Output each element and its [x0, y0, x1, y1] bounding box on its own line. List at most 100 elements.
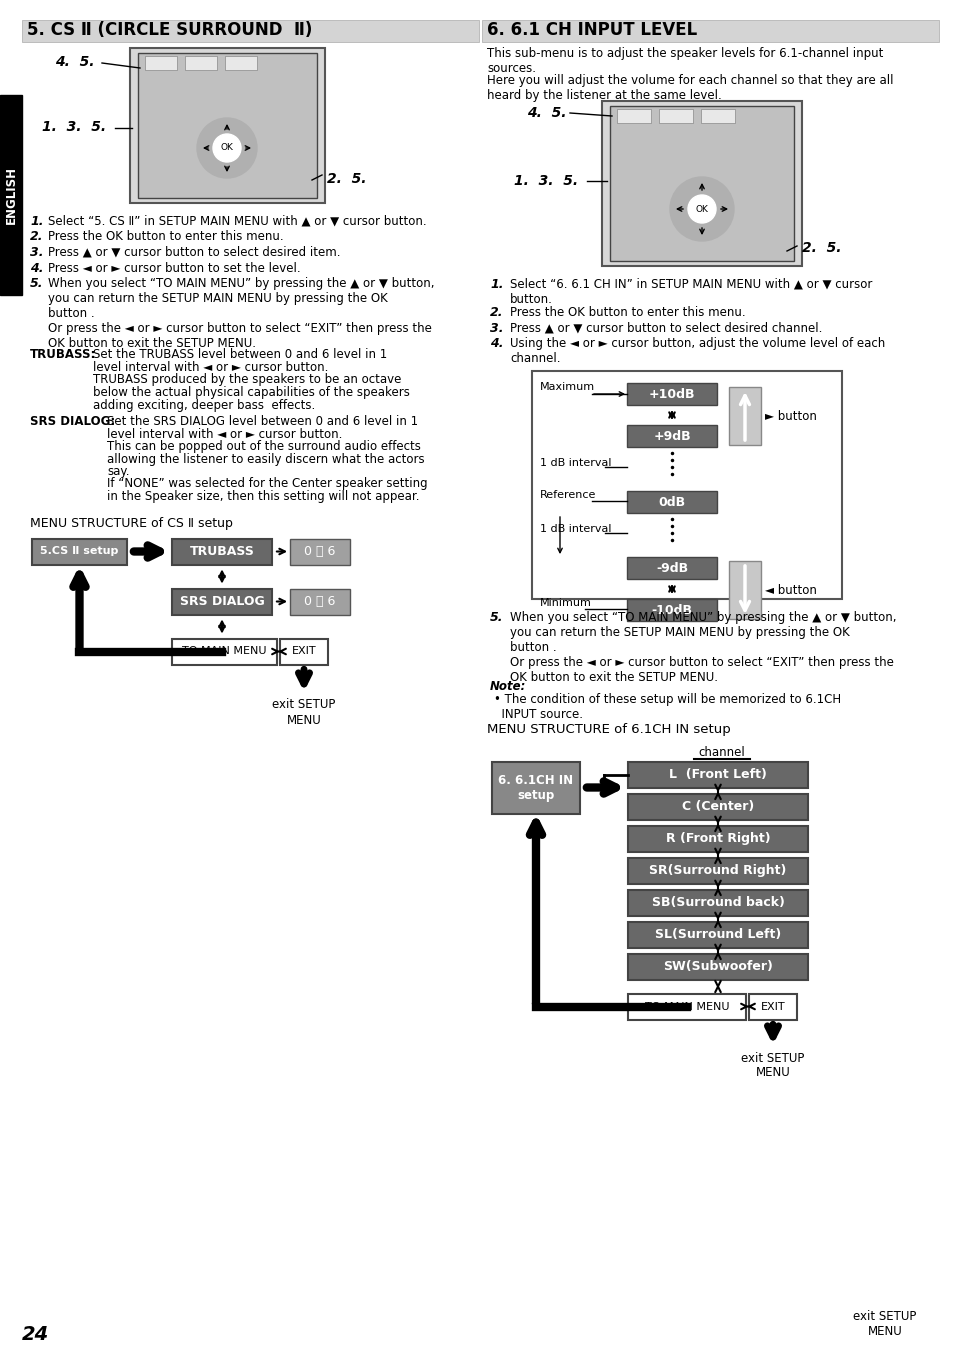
Bar — [728, 386, 760, 444]
Text: EXIT: EXIT — [292, 647, 316, 657]
Bar — [627, 825, 807, 851]
Bar — [481, 20, 938, 42]
Bar — [748, 993, 796, 1020]
Text: OK: OK — [220, 143, 233, 153]
Text: 1.  3.  5.: 1. 3. 5. — [42, 120, 106, 134]
Text: SW(Subwoofer): SW(Subwoofer) — [662, 961, 772, 973]
Text: ► button: ► button — [764, 409, 816, 423]
Text: 0 ～ 6: 0 ～ 6 — [304, 544, 335, 558]
Text: 2.: 2. — [30, 231, 44, 243]
Text: 6. 6.1 CH INPUT LEVEL: 6. 6.1 CH INPUT LEVEL — [486, 22, 697, 39]
Text: MENU STRUCTURE of 6.1CH IN setup: MENU STRUCTURE of 6.1CH IN setup — [486, 724, 730, 736]
Text: TO MAIN MENU: TO MAIN MENU — [644, 1001, 728, 1012]
Text: 5. CS Ⅱ (CIRCLE SURROUND  Ⅱ): 5. CS Ⅱ (CIRCLE SURROUND Ⅱ) — [27, 22, 312, 39]
Text: in the Speaker size, then this setting will not appear.: in the Speaker size, then this setting w… — [107, 490, 419, 503]
Text: 4.: 4. — [490, 336, 503, 350]
Circle shape — [687, 195, 716, 223]
Text: This can be popped out of the surround audio effects: This can be popped out of the surround a… — [107, 440, 420, 453]
Bar — [627, 993, 745, 1020]
Bar — [627, 793, 807, 820]
Bar — [627, 858, 807, 884]
Text: 5.: 5. — [30, 277, 44, 290]
Text: If “NONE” was selected for the Center speaker setting: If “NONE” was selected for the Center sp… — [107, 477, 427, 490]
Text: Maximum: Maximum — [539, 382, 595, 392]
Bar — [627, 921, 807, 947]
Bar — [617, 109, 650, 123]
Bar — [280, 639, 328, 665]
Text: -9dB: -9dB — [656, 562, 687, 574]
Text: 6. 6.1CH IN
setup: 6. 6.1CH IN setup — [497, 774, 573, 801]
Bar — [609, 105, 793, 261]
Text: Press the OK button to enter this menu.: Press the OK button to enter this menu. — [510, 305, 745, 319]
Bar — [22, 20, 478, 42]
Text: Press ▲ or ▼ cursor button to select desired item.: Press ▲ or ▼ cursor button to select des… — [48, 246, 340, 259]
Circle shape — [196, 118, 256, 178]
Bar — [185, 55, 216, 70]
Bar — [172, 589, 272, 615]
Text: 24: 24 — [22, 1325, 50, 1344]
Text: exit SETUP
MENU: exit SETUP MENU — [740, 1051, 803, 1079]
Text: C (Center): C (Center) — [681, 800, 753, 813]
Text: 0 ～ 6: 0 ～ 6 — [304, 594, 335, 608]
Text: ENGLISH: ENGLISH — [5, 166, 17, 224]
Bar — [626, 490, 717, 513]
Bar — [627, 889, 807, 916]
Text: L  (Front Left): L (Front Left) — [668, 767, 766, 781]
Text: This sub-menu is to adjust the speaker levels for 6.1-channel input
sources.: This sub-menu is to adjust the speaker l… — [486, 47, 882, 76]
Text: 0dB: 0dB — [658, 496, 685, 508]
Text: 4.  5.: 4. 5. — [55, 55, 94, 69]
Text: 4.  5.: 4. 5. — [526, 105, 566, 120]
Bar — [492, 762, 579, 813]
Text: channel: channel — [698, 746, 744, 758]
Text: • The condition of these setup will be memorized to 6.1CH
  INPUT source.: • The condition of these setup will be m… — [494, 693, 841, 721]
Text: TRUBASS: TRUBASS — [190, 544, 254, 558]
Text: 3.: 3. — [490, 322, 503, 335]
Text: allowing the listener to easily discern what the actors: allowing the listener to easily discern … — [107, 453, 424, 466]
Text: Note:: Note: — [490, 680, 526, 693]
Text: R (Front Right): R (Front Right) — [665, 832, 769, 844]
Bar — [225, 55, 256, 70]
Text: 1.  3.  5.: 1. 3. 5. — [514, 174, 578, 188]
Text: Here you will adjust the volume for each channel so that they are all
heard by t: Here you will adjust the volume for each… — [486, 74, 893, 101]
Text: 5.CS Ⅱ setup: 5.CS Ⅱ setup — [40, 547, 118, 557]
Text: adding exciting, deeper bass  effects.: adding exciting, deeper bass effects. — [92, 399, 314, 412]
Text: 1.: 1. — [30, 215, 44, 228]
Bar — [532, 372, 841, 598]
Text: 2.  5.: 2. 5. — [801, 240, 841, 255]
Text: TRUBASS produced by the speakers to be an octave: TRUBASS produced by the speakers to be a… — [92, 373, 401, 386]
Text: When you select “TO MAIN MENU” by pressing the ▲ or ▼ button,
you can return the: When you select “TO MAIN MENU” by pressi… — [48, 277, 434, 350]
Bar — [728, 561, 760, 619]
Bar — [130, 49, 325, 203]
Text: -10dB: -10dB — [651, 604, 692, 616]
Text: TO MAIN MENU: TO MAIN MENU — [182, 647, 267, 657]
Text: SRS DIALOG:: SRS DIALOG: — [30, 415, 115, 428]
Text: 1 dB interval: 1 dB interval — [539, 524, 611, 534]
Text: 1 dB interval: 1 dB interval — [539, 458, 611, 467]
Text: SL(Surround Left): SL(Surround Left) — [654, 928, 781, 942]
Text: +10dB: +10dB — [648, 388, 695, 400]
Text: 4.: 4. — [30, 262, 44, 274]
Text: Select “6. 6.1 CH IN” in SETUP MAIN MENU with ▲ or ▼ cursor
button.: Select “6. 6.1 CH IN” in SETUP MAIN MENU… — [510, 278, 871, 305]
Text: 2.  5.: 2. 5. — [327, 172, 366, 186]
Bar — [626, 598, 717, 621]
Bar — [0, 95, 22, 295]
Text: SB(Surround back): SB(Surround back) — [651, 896, 783, 909]
Bar — [627, 954, 807, 979]
Text: ◄ button: ◄ button — [764, 584, 816, 597]
Bar — [700, 109, 734, 123]
Text: TRUBASS:: TRUBASS: — [30, 349, 96, 362]
Bar — [138, 53, 316, 199]
Text: Press ▲ or ▼ cursor button to select desired channel.: Press ▲ or ▼ cursor button to select des… — [510, 322, 821, 335]
Text: SRS DIALOG: SRS DIALOG — [179, 594, 264, 608]
Text: Press ◄ or ► cursor button to set the level.: Press ◄ or ► cursor button to set the le… — [48, 262, 300, 274]
Text: Press the OK button to enter this menu.: Press the OK button to enter this menu. — [48, 231, 283, 243]
Bar — [145, 55, 177, 70]
Bar — [290, 539, 350, 565]
Text: 5.: 5. — [490, 611, 503, 624]
Text: say.: say. — [107, 465, 130, 478]
Text: level interval with ◄ or ► cursor button.: level interval with ◄ or ► cursor button… — [107, 427, 342, 440]
Bar — [627, 762, 807, 788]
Bar — [172, 639, 276, 665]
Text: 3.: 3. — [30, 246, 44, 259]
Text: OK: OK — [695, 204, 708, 213]
